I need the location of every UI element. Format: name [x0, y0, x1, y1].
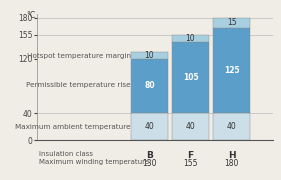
Bar	[213, 28, 250, 113]
Text: Maximum ambient temperature: Maximum ambient temperature	[15, 124, 131, 130]
Text: 125: 125	[224, 66, 239, 75]
Bar	[172, 113, 209, 140]
Text: Maximum winding temperature: Maximum winding temperature	[38, 159, 149, 165]
Text: 10: 10	[186, 34, 195, 43]
Text: °C: °C	[26, 11, 35, 20]
Text: 15: 15	[227, 18, 236, 27]
Text: Insulation class: Insulation class	[38, 151, 92, 157]
Bar	[131, 52, 168, 59]
Text: Permissible temperature rise: Permissible temperature rise	[26, 82, 131, 87]
Text: 40: 40	[185, 122, 195, 131]
Bar	[213, 18, 250, 28]
Bar	[213, 113, 250, 140]
Text: 10: 10	[145, 51, 154, 60]
Bar	[172, 42, 209, 113]
Text: H: H	[228, 151, 235, 160]
Text: 80: 80	[144, 81, 155, 90]
Text: B: B	[146, 151, 153, 160]
Text: Hotspot temperature margin: Hotspot temperature margin	[27, 53, 131, 59]
Text: 40: 40	[227, 122, 236, 131]
Text: F: F	[187, 151, 194, 160]
Text: 130: 130	[142, 159, 157, 168]
Text: 180: 180	[224, 159, 239, 168]
Bar	[172, 35, 209, 42]
Text: 155: 155	[183, 159, 198, 168]
Text: 40: 40	[144, 122, 154, 131]
Text: 105: 105	[183, 73, 198, 82]
Bar	[131, 59, 168, 113]
Bar	[131, 113, 168, 140]
